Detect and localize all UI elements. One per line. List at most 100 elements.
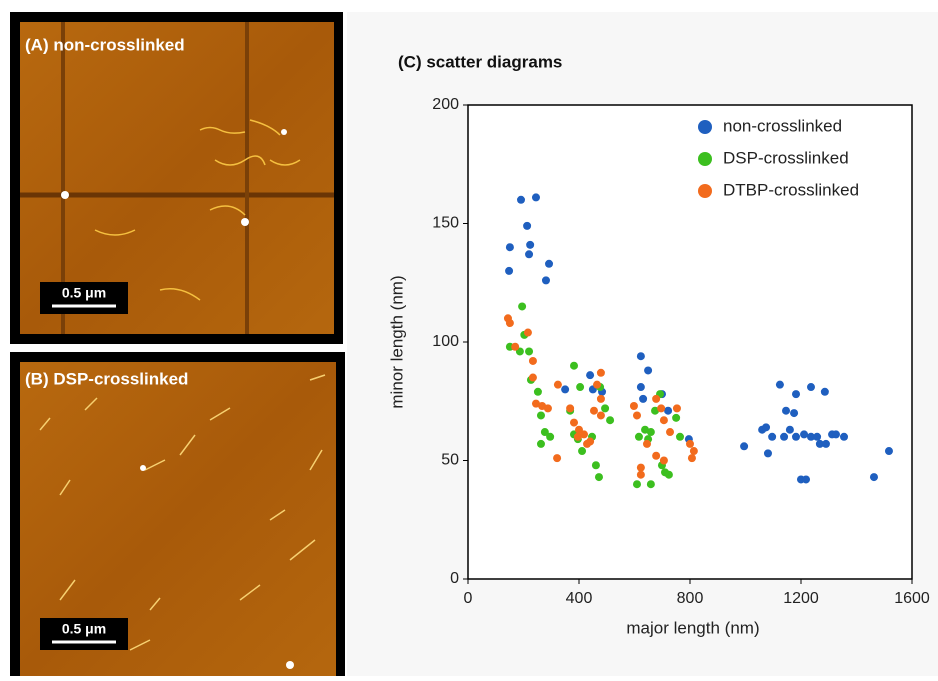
scatter-point: [632, 480, 641, 489]
scatter-point: [689, 447, 698, 456]
scatter-point: [523, 328, 532, 337]
scatter-point: [763, 449, 772, 458]
scatter-point: [636, 352, 645, 361]
scatter-point: [652, 394, 661, 403]
scatter-point: [586, 371, 595, 380]
scatter-point: [517, 195, 526, 204]
y-tick-label: 150: [432, 215, 459, 232]
scatter-point: [593, 380, 602, 389]
chart-title: (C) scatter diagrams: [398, 52, 562, 71]
afm-features: [20, 22, 334, 334]
scatter-point: [672, 404, 681, 413]
scatter-point: [821, 439, 830, 448]
scatter-point: [533, 387, 542, 396]
scatter-point: [686, 439, 694, 448]
scatter-point: [505, 319, 514, 328]
scatter-point: [570, 361, 579, 370]
scatter-point: [740, 442, 749, 451]
legend-marker: [698, 120, 712, 134]
scatter-point: [594, 473, 603, 482]
y-tick-label: 0: [450, 570, 459, 587]
scatter-point: [646, 480, 655, 489]
scatter-point: [639, 394, 648, 403]
scatter-point: [505, 243, 514, 252]
scatter-point: [543, 404, 552, 413]
scatter-point: [792, 432, 801, 441]
x-axis-label: major length (nm): [626, 618, 759, 637]
scatter-point: [806, 383, 815, 392]
scatter-point: [523, 221, 532, 230]
scatter-point: [831, 430, 840, 439]
scatter-point: [840, 432, 849, 441]
scatter-point: [775, 380, 784, 389]
scale-bar-label: 0.5 μm: [62, 621, 106, 637]
scatter-point: [575, 425, 583, 434]
scatter-point: [884, 447, 893, 456]
scatter-point: [687, 454, 696, 463]
y-tick-label: 200: [432, 96, 459, 113]
scatter-point: [768, 432, 777, 441]
plot-area: [467, 104, 913, 580]
scatter-point: [792, 390, 801, 399]
scatter-point: [785, 425, 794, 434]
x-tick-label: 1600: [894, 590, 930, 607]
scatter-point: [518, 302, 527, 311]
y-tick-label: 50: [441, 452, 459, 469]
scatter-point: [659, 416, 668, 425]
scatter-point: [601, 404, 610, 413]
scatter-point: [780, 432, 789, 441]
scale-bar-label: 0.5 μm: [62, 285, 106, 301]
scatter-point: [566, 404, 575, 413]
scatter-point: [762, 423, 771, 432]
scatter-point: [815, 439, 824, 448]
scatter-point: [813, 432, 822, 441]
scatter-point: [801, 475, 810, 484]
scatter-point: [800, 430, 809, 439]
scatter-point: [583, 439, 592, 448]
scatter-point: [528, 373, 537, 382]
scale-bar-box: [40, 282, 128, 314]
y-axis-label: minor length (nm): [387, 275, 406, 408]
scale-bar-box: [40, 618, 128, 650]
scatter-point: [545, 259, 554, 268]
scatter-point: [591, 461, 600, 470]
scatter-point: [652, 451, 661, 460]
scatter-point: [526, 240, 535, 249]
x-tick-label: 800: [677, 590, 704, 607]
scatter-point: [536, 411, 545, 420]
scatter-point: [636, 470, 645, 479]
scatter-point: [553, 380, 562, 389]
legend-label: DTBP-crosslinked: [723, 180, 859, 199]
scatter-point: [659, 456, 668, 465]
panel-label: (A) non-crosslinked: [25, 35, 185, 54]
scatter-point: [596, 394, 605, 403]
scatter-point: [528, 356, 537, 365]
scatter-point: [657, 404, 666, 413]
scatter-point: [511, 342, 520, 351]
scatter-point: [505, 266, 514, 275]
scatter-point: [782, 406, 791, 415]
scatter-point: [596, 368, 605, 377]
scatter-point: [541, 276, 550, 285]
scatter-point: [606, 416, 615, 425]
scatter-point: [579, 430, 588, 439]
scatter-point: [561, 385, 570, 394]
scatter-point: [636, 383, 645, 392]
scatter-point: [531, 193, 540, 202]
legend-marker: [698, 152, 712, 166]
scatter-point: [573, 432, 582, 441]
scatter-point: [525, 347, 534, 356]
x-tick-label: 400: [566, 590, 593, 607]
legend-marker: [698, 184, 712, 198]
scatter-point: [642, 439, 651, 448]
scatter-point: [672, 413, 681, 422]
scatter-point: [641, 425, 650, 434]
scatter-point: [536, 439, 545, 448]
x-tick-label: 0: [464, 590, 473, 607]
scatter-point: [629, 401, 638, 410]
scatter-point: [525, 250, 534, 259]
scatter-point: [644, 366, 653, 375]
scatter-point: [540, 428, 549, 437]
scatter-point: [576, 383, 585, 392]
